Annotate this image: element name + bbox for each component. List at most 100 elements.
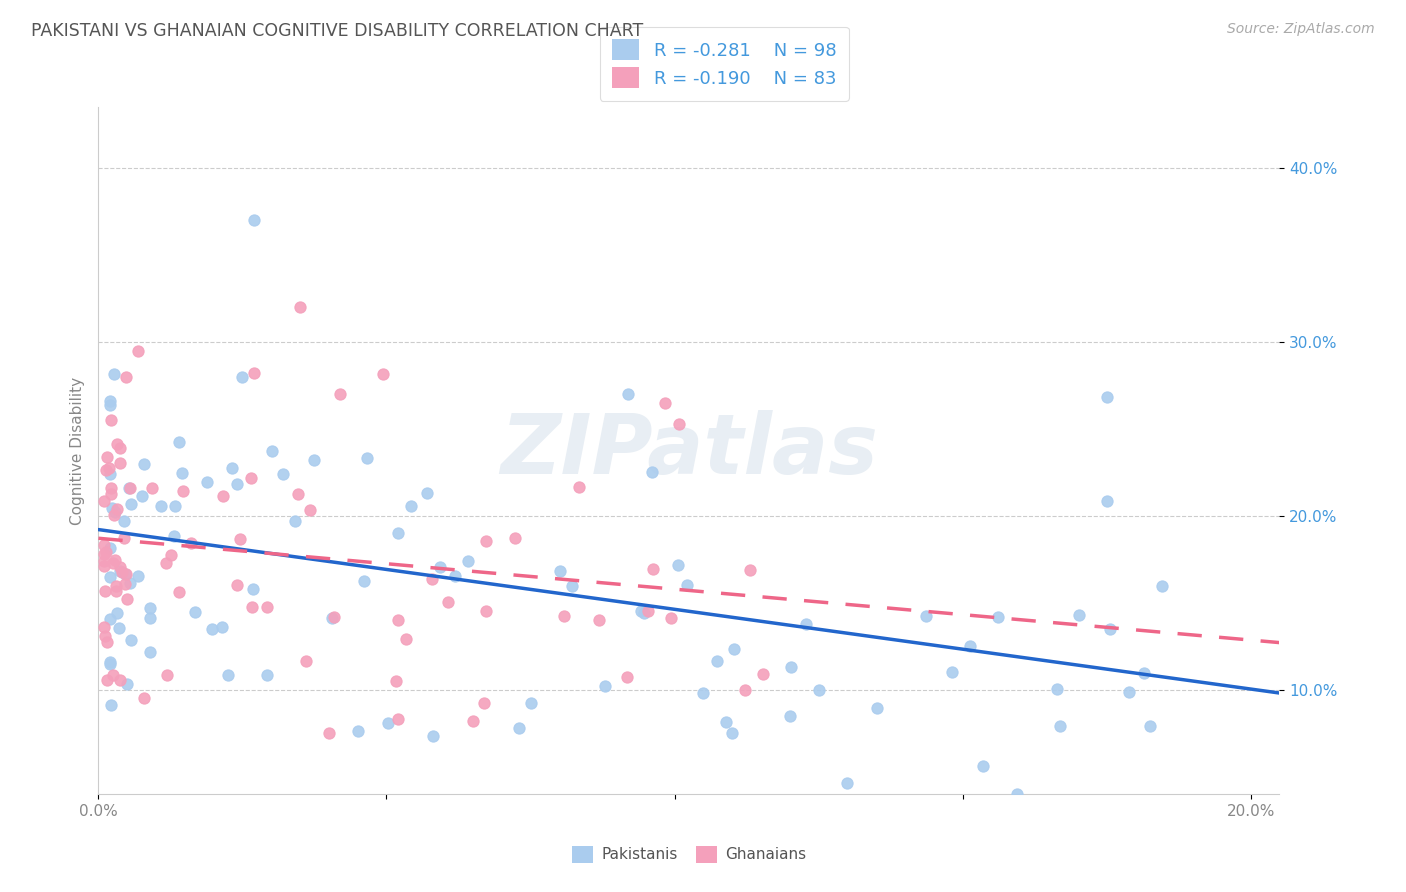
Point: [98, 570, 121, 584]
Point: [633, 606, 655, 620]
Point: [734, 682, 756, 697]
Point: [110, 564, 132, 578]
Point: [1152, 579, 1174, 593]
Point: [1049, 719, 1071, 733]
Point: [387, 526, 409, 541]
Point: [387, 712, 409, 726]
Point: [568, 480, 591, 494]
Point: [1098, 622, 1121, 636]
Point: [436, 595, 458, 609]
Point: [1005, 787, 1028, 801]
Point: [105, 436, 128, 450]
Point: [721, 726, 744, 740]
Point: [444, 569, 467, 583]
Point: [399, 499, 422, 513]
Point: [100, 698, 122, 712]
Point: [474, 533, 496, 548]
Point: [561, 579, 583, 593]
Point: [221, 461, 243, 475]
Point: [98, 393, 121, 408]
Point: [387, 613, 409, 627]
Point: [108, 456, 131, 470]
Point: [329, 387, 352, 401]
Point: [1095, 391, 1118, 405]
Point: [356, 450, 378, 465]
Point: [110, 559, 132, 574]
Point: [751, 667, 773, 681]
Point: [692, 686, 714, 700]
Point: [630, 604, 652, 618]
Point: [508, 721, 530, 735]
Point: [96, 450, 118, 465]
Point: [668, 417, 690, 432]
Point: [616, 670, 638, 684]
Point: [169, 585, 191, 599]
Point: [169, 434, 191, 449]
Point: [593, 679, 616, 693]
Point: [108, 673, 131, 687]
Point: [93, 547, 115, 561]
Point: [108, 442, 131, 456]
Point: [104, 583, 127, 598]
Point: [127, 344, 149, 359]
Point: [141, 481, 163, 495]
Point: [807, 682, 830, 697]
Point: [429, 560, 451, 574]
Point: [172, 483, 194, 498]
Point: [93, 559, 115, 574]
Point: [117, 481, 139, 495]
Point: [103, 668, 125, 682]
Point: [163, 529, 186, 543]
Point: [503, 531, 526, 545]
Point: [474, 697, 496, 711]
Point: [240, 471, 263, 485]
Point: [666, 558, 689, 573]
Point: [1095, 494, 1118, 508]
Point: [256, 667, 278, 681]
Point: [156, 668, 179, 682]
Point: [165, 499, 187, 513]
Point: [94, 583, 117, 598]
Point: [150, 499, 173, 513]
Point: [637, 605, 659, 619]
Point: [139, 600, 162, 615]
Point: [659, 611, 682, 625]
Point: [98, 467, 121, 482]
Point: [256, 599, 278, 614]
Point: [323, 610, 346, 624]
Point: [160, 548, 183, 562]
Point: [94, 462, 117, 476]
Point: [714, 714, 737, 729]
Text: ZIPatlas: ZIPatlas: [501, 410, 877, 491]
Point: [180, 536, 202, 550]
Point: [111, 565, 134, 579]
Point: [321, 611, 343, 625]
Point: [740, 563, 762, 577]
Point: [98, 541, 121, 556]
Point: [104, 505, 127, 519]
Point: [550, 564, 572, 578]
Point: [104, 579, 127, 593]
Point: [98, 612, 121, 626]
Point: [243, 366, 266, 380]
Point: [155, 557, 177, 571]
Point: [93, 554, 115, 568]
Point: [865, 701, 887, 715]
Point: [217, 668, 239, 682]
Point: [260, 444, 283, 458]
Point: [422, 730, 444, 744]
Point: [243, 213, 266, 227]
Text: Source: ZipAtlas.com: Source: ZipAtlas.com: [1227, 22, 1375, 37]
Point: [98, 657, 121, 671]
Point: [197, 475, 219, 489]
Point: [103, 367, 125, 381]
Point: [941, 665, 963, 680]
Point: [93, 620, 115, 634]
Point: [94, 629, 117, 643]
Point: [105, 606, 128, 620]
Point: [138, 645, 160, 659]
Point: [131, 489, 153, 503]
Point: [416, 486, 439, 500]
Point: [139, 610, 162, 624]
Point: [377, 716, 399, 731]
